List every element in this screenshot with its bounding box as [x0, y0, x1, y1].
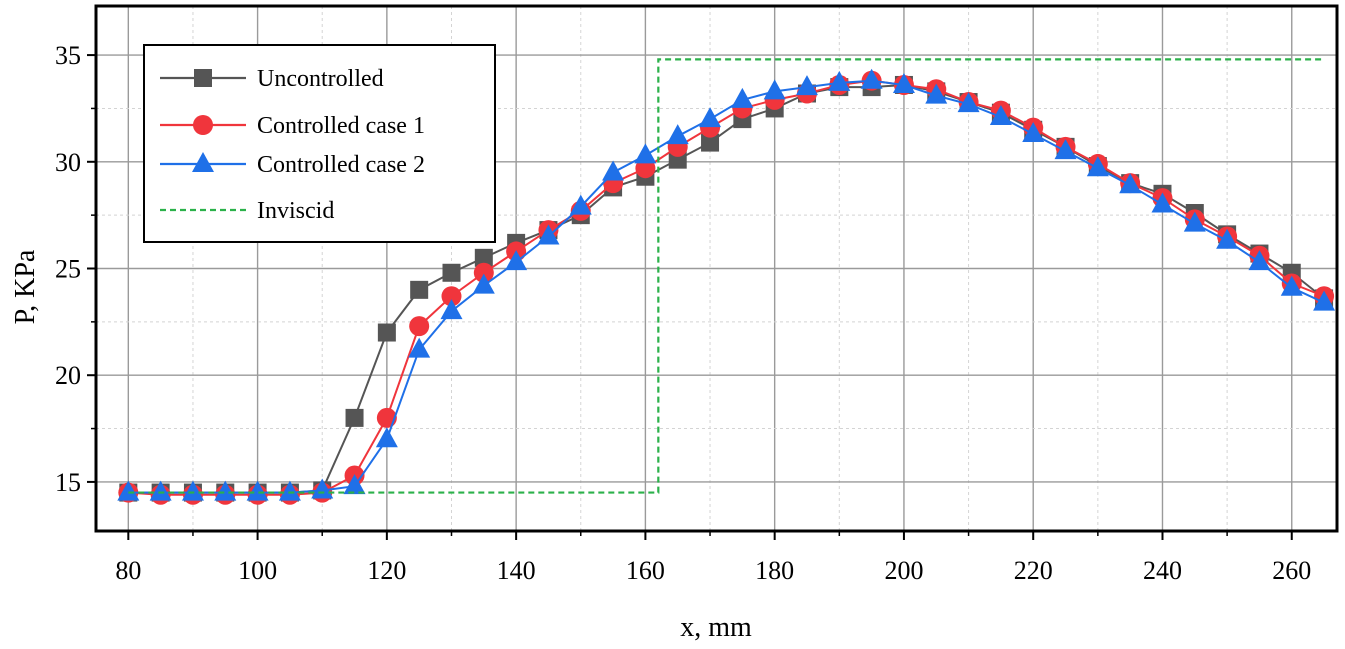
- data-point: [1086, 156, 1109, 177]
- y-tick-label: 25: [55, 255, 81, 284]
- x-tick-label: 240: [1143, 556, 1182, 585]
- data-point: [763, 79, 786, 100]
- y-tick-label: 20: [55, 361, 81, 390]
- series-4: [128, 58, 1325, 494]
- y-axis-label: P, KPa: [10, 249, 41, 324]
- legend-marker: [194, 69, 212, 87]
- x-tick-label: 140: [497, 556, 536, 585]
- data-point: [795, 75, 818, 96]
- x-tick-label: 80: [115, 556, 141, 585]
- data-point: [473, 262, 494, 283]
- x-axis-label: x, mm: [680, 612, 752, 643]
- data-point: [343, 474, 366, 495]
- data-point: [828, 70, 851, 91]
- x-tick-label: 120: [367, 556, 406, 585]
- x-tick-label: 200: [884, 556, 923, 585]
- data-point: [441, 286, 462, 307]
- series-layer: [117, 58, 1336, 505]
- data-point: [505, 250, 528, 271]
- data-point: [1216, 228, 1239, 249]
- x-tick-label: 220: [1014, 556, 1053, 585]
- data-point: [311, 478, 334, 499]
- data-point: [1054, 139, 1077, 160]
- y-tick-label: 30: [55, 148, 81, 177]
- data-point: [1280, 275, 1303, 296]
- data-point: [701, 133, 720, 152]
- data-point: [246, 480, 269, 501]
- data-point: [634, 143, 657, 164]
- data-point: [537, 224, 560, 245]
- x-tick-label: 100: [238, 556, 277, 585]
- tick-labels: 80 100 120 140 160 180 200 220 240 260 15 20 25 30 35: [55, 41, 1311, 585]
- data-point: [474, 248, 493, 267]
- data-point: [278, 480, 301, 501]
- data-point: [1313, 290, 1336, 311]
- data-point: [569, 194, 592, 215]
- data-point: [472, 273, 495, 294]
- data-point: [181, 480, 204, 501]
- legend-marker: [193, 115, 213, 135]
- legend-label: Inviscid: [257, 198, 334, 224]
- data-point: [375, 427, 398, 448]
- series-3: [117, 68, 1336, 501]
- data-point: [345, 408, 364, 427]
- data-point: [860, 68, 883, 89]
- data-point: [410, 280, 429, 299]
- data-point: [214, 480, 237, 501]
- data-point: [957, 92, 980, 113]
- legend-label: Controlled case 2: [257, 152, 425, 178]
- legend-label: Controlled case 1: [257, 113, 425, 139]
- data-point: [408, 337, 431, 358]
- legend-marker: [192, 152, 214, 172]
- axis-ticks: [87, 54, 1293, 540]
- y-tick-label: 35: [55, 41, 81, 70]
- legend: Uncontrolled Controlled case 1 Controlled …: [143, 44, 496, 243]
- data-point: [602, 160, 625, 181]
- data-point: [731, 87, 754, 108]
- legend-label: Uncontrolled: [257, 66, 384, 92]
- data-point: [1022, 122, 1045, 143]
- data-point: [666, 124, 689, 145]
- y-tick-label: 15: [55, 468, 81, 497]
- data-point: [892, 72, 915, 93]
- data-point: [1151, 192, 1174, 213]
- data-point: [1248, 250, 1271, 271]
- data-point: [699, 107, 722, 128]
- x-tick-label: 260: [1272, 556, 1311, 585]
- data-point: [925, 83, 948, 104]
- data-point: [989, 104, 1012, 125]
- series-line: [128, 58, 1325, 494]
- x-tick-label: 180: [755, 556, 794, 585]
- x-tick-label: 160: [626, 556, 665, 585]
- data-point: [440, 299, 463, 320]
- data-point: [409, 316, 430, 337]
- data-point: [149, 480, 172, 501]
- data-point: [442, 263, 461, 282]
- data-point: [1119, 173, 1142, 194]
- data-point: [117, 480, 140, 501]
- data-point: [377, 323, 396, 342]
- data-point: [1183, 211, 1206, 232]
